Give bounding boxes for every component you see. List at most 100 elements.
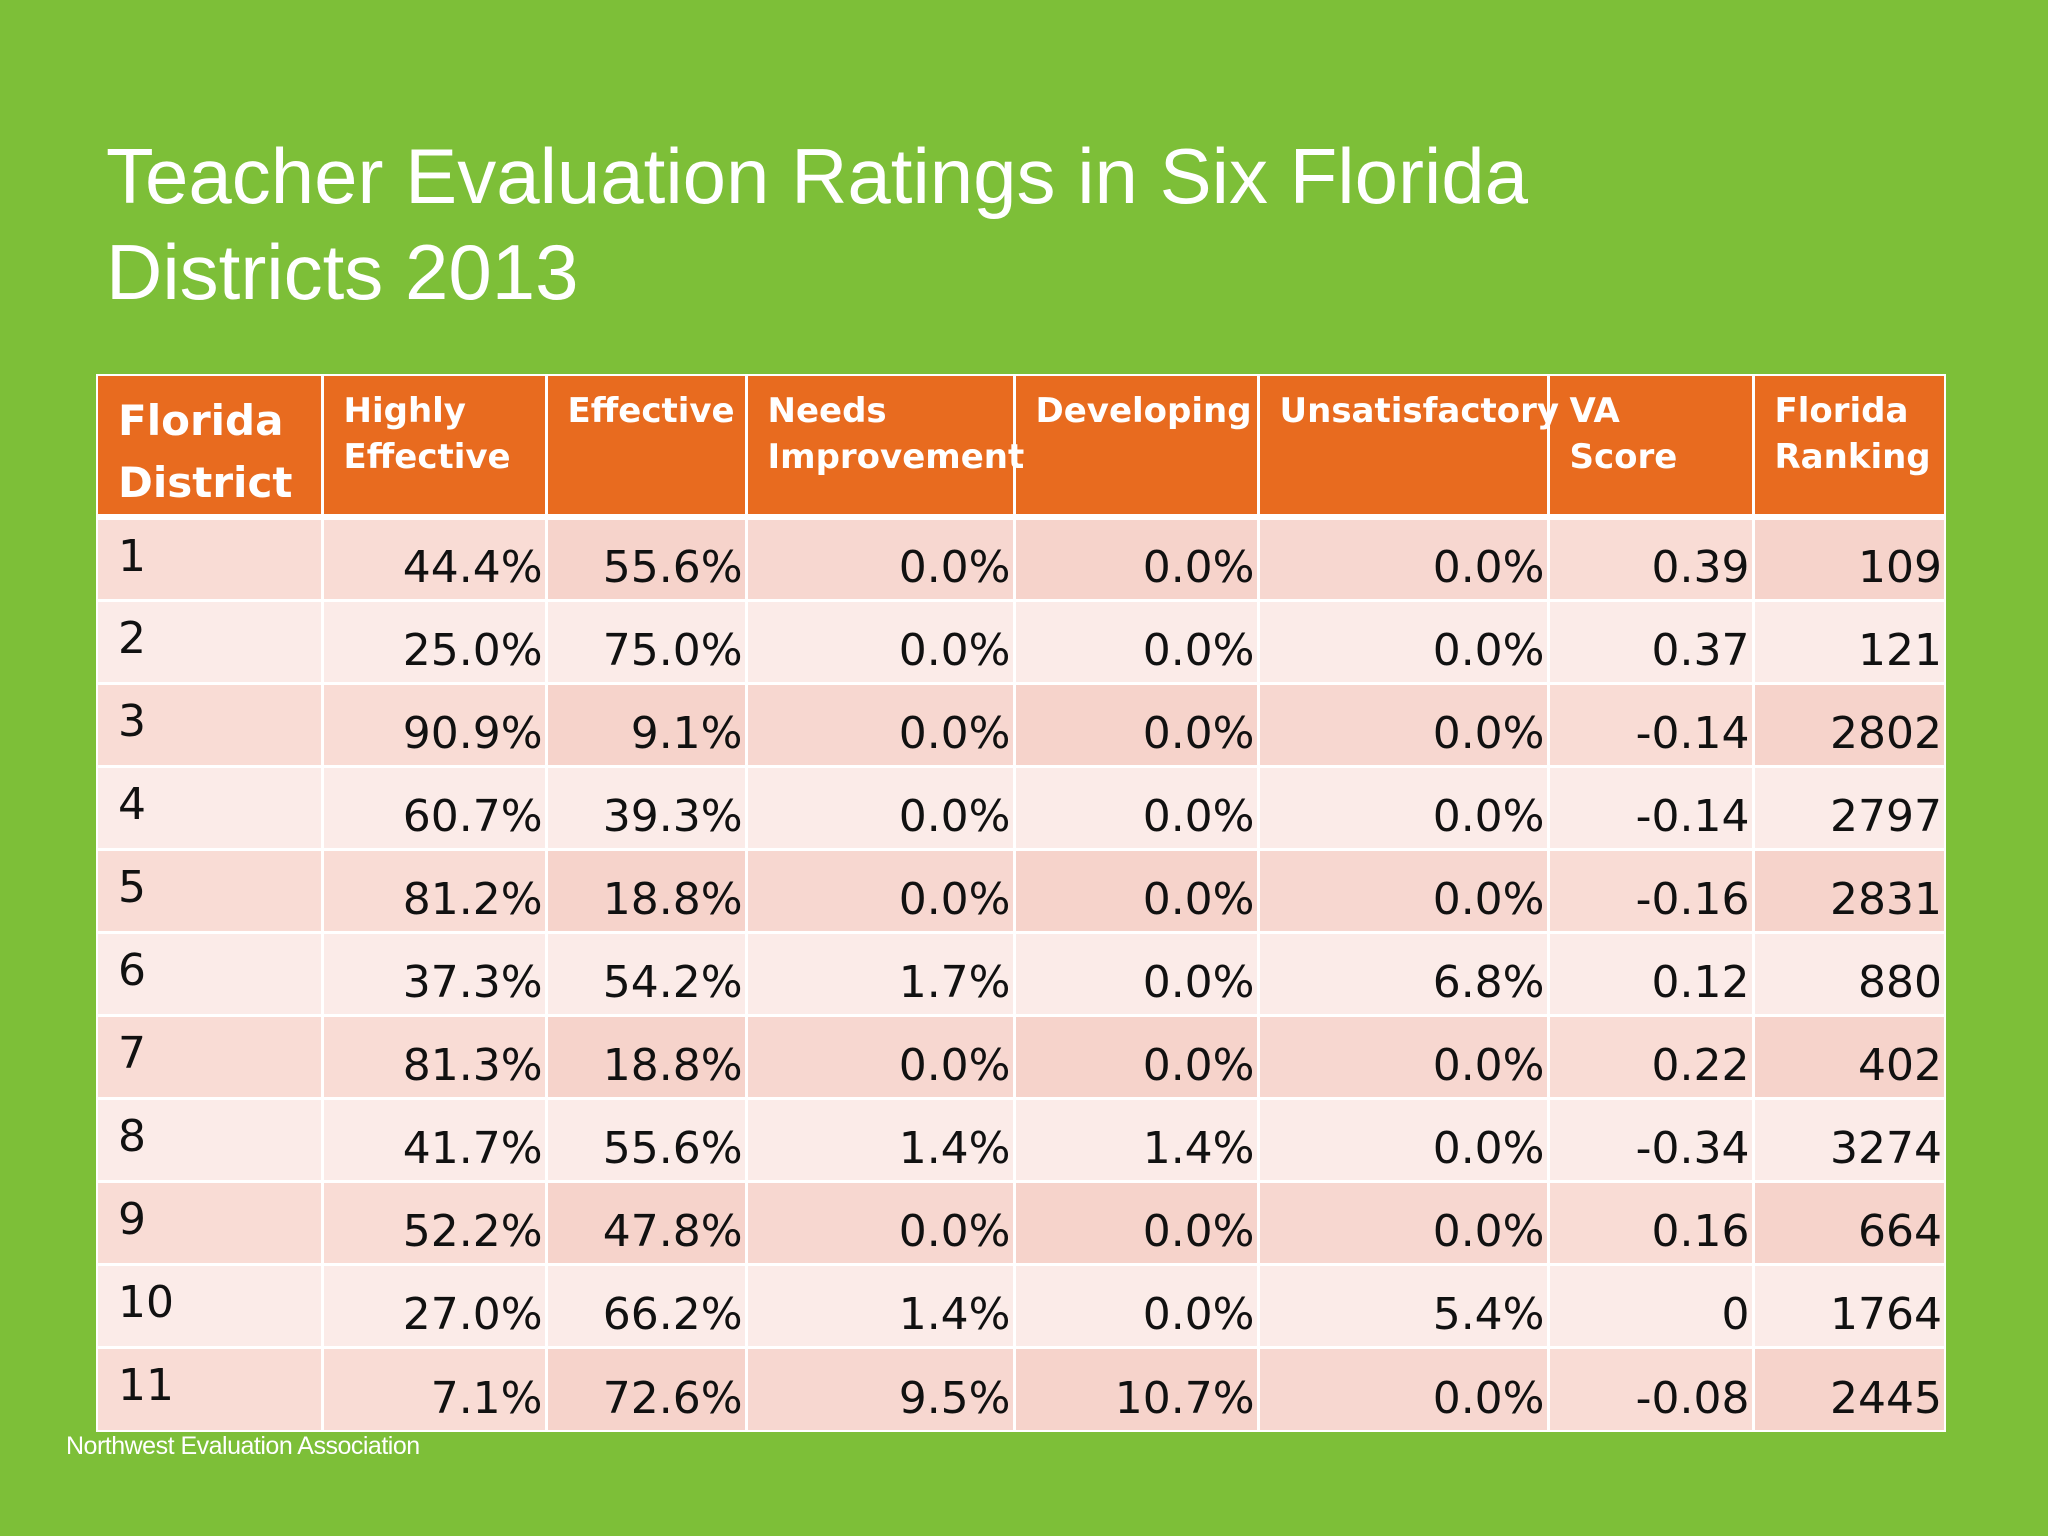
cell-va-score: -0.14 [1548,764,1755,849]
cell-florida-ranking: 1764 [1753,1262,1944,1347]
cell-unsatisfactory: 0.0% [1258,598,1550,683]
cell-florida-ranking: 880 [1753,930,1944,1015]
header-florida-district: Florida District [98,376,324,520]
table-row: 10 27.0% 66.2% 1.4% 0.0% 5.4% 0 1764 [98,1262,1944,1347]
cell-effective: 18.8% [546,847,748,932]
table-row: 7 81.3% 18.8% 0.0% 0.0% 0.0% 0.22 402 [98,1013,1944,1098]
cell-highly-effective: 44.4% [322,515,548,600]
cell-highly-effective: 90.9% [322,681,548,766]
cell-district: 10 [98,1262,324,1347]
cell-highly-effective: 52.2% [322,1179,548,1264]
cell-va-score: -0.34 [1548,1096,1755,1181]
cell-developing: 0.0% [1014,1262,1260,1347]
table-row: 8 41.7% 55.6% 1.4% 1.4% 0.0% -0.34 3274 [98,1096,1944,1181]
cell-effective: 75.0% [546,598,748,683]
cell-unsatisfactory: 6.8% [1258,930,1550,1015]
cell-unsatisfactory: 5.4% [1258,1262,1550,1347]
cell-florida-ranking: 2445 [1753,1345,1944,1430]
cell-needs-improvement: 1.7% [746,930,1016,1015]
cell-unsatisfactory: 0.0% [1258,515,1550,600]
cell-florida-ranking: 121 [1753,598,1944,683]
cell-florida-ranking: 2831 [1753,847,1944,932]
cell-needs-improvement: 0.0% [746,681,1016,766]
cell-district: 11 [98,1345,324,1430]
cell-va-score: 0.39 [1548,515,1755,600]
table-row: 9 52.2% 47.8% 0.0% 0.0% 0.0% 0.16 664 [98,1179,1944,1264]
table-row: 1 44.4% 55.6% 0.0% 0.0% 0.0% 0.39 109 [98,515,1944,600]
cell-highly-effective: 60.7% [322,764,548,849]
table-row: 5 81.2% 18.8% 0.0% 0.0% 0.0% -0.16 2831 [98,847,1944,932]
cell-needs-improvement: 0.0% [746,847,1016,932]
table-row: 11 7.1% 72.6% 9.5% 10.7% 0.0% -0.08 2445 [98,1345,1944,1430]
cell-highly-effective: 25.0% [322,598,548,683]
cell-needs-improvement: 0.0% [746,764,1016,849]
cell-effective: 66.2% [546,1262,748,1347]
cell-va-score: -0.14 [1548,681,1755,766]
cell-needs-improvement: 0.0% [746,1179,1016,1264]
cell-va-score: 0.12 [1548,930,1755,1015]
cell-needs-improvement: 0.0% [746,598,1016,683]
cell-developing: 0.0% [1014,515,1260,600]
cell-developing: 0.0% [1014,1013,1260,1098]
cell-district: 1 [98,515,324,600]
cell-developing: 1.4% [1014,1096,1260,1181]
ratings-table: Florida District Highly Effective Effect… [96,374,1946,1432]
cell-effective: 18.8% [546,1013,748,1098]
cell-district: 6 [98,930,324,1015]
cell-developing: 0.0% [1014,681,1260,766]
cell-unsatisfactory: 0.0% [1258,681,1550,766]
cell-effective: 39.3% [546,764,748,849]
table-row: 4 60.7% 39.3% 0.0% 0.0% 0.0% -0.14 2797 [98,764,1944,849]
cell-va-score: -0.16 [1548,847,1755,932]
cell-highly-effective: 37.3% [322,930,548,1015]
cell-needs-improvement: 9.5% [746,1345,1016,1430]
cell-florida-ranking: 664 [1753,1179,1944,1264]
cell-florida-ranking: 109 [1753,515,1944,600]
table-row: 2 25.0% 75.0% 0.0% 0.0% 0.0% 0.37 121 [98,598,1944,683]
cell-unsatisfactory: 0.0% [1258,847,1550,932]
header-va-score: VA Score [1548,376,1755,520]
cell-district: 4 [98,764,324,849]
footer-credit: Northwest Evaluation Association [66,1432,420,1460]
cell-needs-improvement: 1.4% [746,1096,1016,1181]
cell-florida-ranking: 2797 [1753,764,1944,849]
cell-district: 5 [98,847,324,932]
cell-va-score: 0.37 [1548,598,1755,683]
cell-unsatisfactory: 0.0% [1258,764,1550,849]
cell-effective: 47.8% [546,1179,748,1264]
cell-needs-improvement: 1.4% [746,1262,1016,1347]
cell-unsatisfactory: 0.0% [1258,1096,1550,1181]
cell-developing: 0.0% [1014,598,1260,683]
cell-needs-improvement: 0.0% [746,515,1016,600]
cell-developing: 0.0% [1014,1179,1260,1264]
cell-va-score: -0.08 [1548,1345,1755,1430]
cell-va-score: 0 [1548,1262,1755,1347]
cell-district: 9 [98,1179,324,1264]
cell-florida-ranking: 2802 [1753,681,1944,766]
cell-developing: 10.7% [1014,1345,1260,1430]
cell-effective: 54.2% [546,930,748,1015]
header-unsatisfactory: Unsatisfactory [1258,376,1559,520]
header-needs-improvement: Needs Improvement [746,376,1024,520]
table-row: 3 90.9% 9.1% 0.0% 0.0% 0.0% -0.14 2802 [98,681,1944,766]
cell-va-score: 0.22 [1548,1013,1755,1098]
cell-florida-ranking: 402 [1753,1013,1944,1098]
cell-district: 3 [98,681,324,766]
cell-district: 2 [98,598,324,683]
cell-district: 8 [98,1096,324,1181]
cell-highly-effective: 7.1% [322,1345,548,1430]
header-florida-ranking: Florida Ranking [1753,376,1944,520]
cell-unsatisfactory: 0.0% [1258,1179,1550,1264]
cell-effective: 72.6% [546,1345,748,1430]
cell-developing: 0.0% [1014,764,1260,849]
header-developing: Developing [1014,376,1260,520]
table-header-row: Florida District Highly Effective Effect… [98,376,1944,520]
header-effective: Effective [546,376,748,520]
cell-va-score: 0.16 [1548,1179,1755,1264]
header-highly-effective: Highly Effective [322,376,548,520]
cell-highly-effective: 27.0% [322,1262,548,1347]
cell-needs-improvement: 0.0% [746,1013,1016,1098]
cell-developing: 0.0% [1014,847,1260,932]
cell-district: 7 [98,1013,324,1098]
table-row: 6 37.3% 54.2% 1.7% 0.0% 6.8% 0.12 880 [98,930,1944,1015]
